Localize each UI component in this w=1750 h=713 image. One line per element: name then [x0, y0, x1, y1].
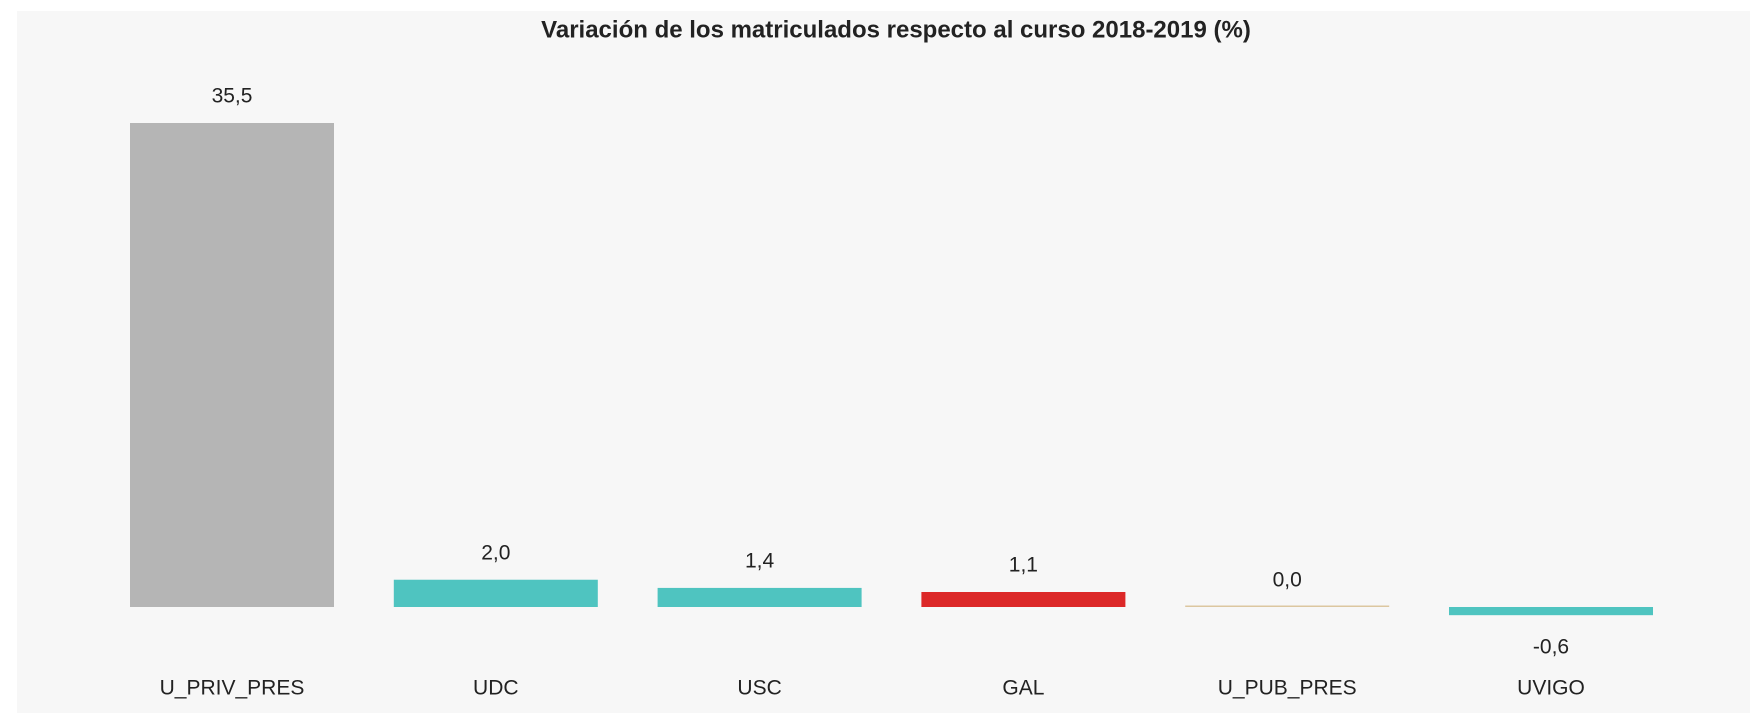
value-label: 2,0 — [481, 541, 510, 564]
bar — [1185, 605, 1390, 607]
bar — [130, 123, 334, 607]
x-tick-label: UDC — [473, 677, 519, 700]
bar — [921, 592, 1126, 607]
x-tick-label: UVIGO — [1517, 677, 1585, 700]
bar — [393, 579, 598, 607]
value-label: 1,4 — [745, 549, 775, 572]
value-label: 0,0 — [1273, 569, 1302, 592]
value-label: -0,6 — [1533, 636, 1569, 659]
x-tick-label: GAL — [1002, 677, 1044, 700]
chart-title: Variación de los matriculados respecto a… — [541, 16, 1251, 43]
bar — [657, 587, 862, 607]
x-tick-label: U_PRIV_PRES — [160, 677, 305, 700]
x-tick-label: U_PUB_PRES — [1218, 677, 1357, 700]
x-tick-label: USC — [737, 677, 781, 700]
bar — [1449, 607, 1653, 616]
value-label: 1,1 — [1009, 554, 1038, 577]
value-label: 35,5 — [212, 85, 253, 108]
